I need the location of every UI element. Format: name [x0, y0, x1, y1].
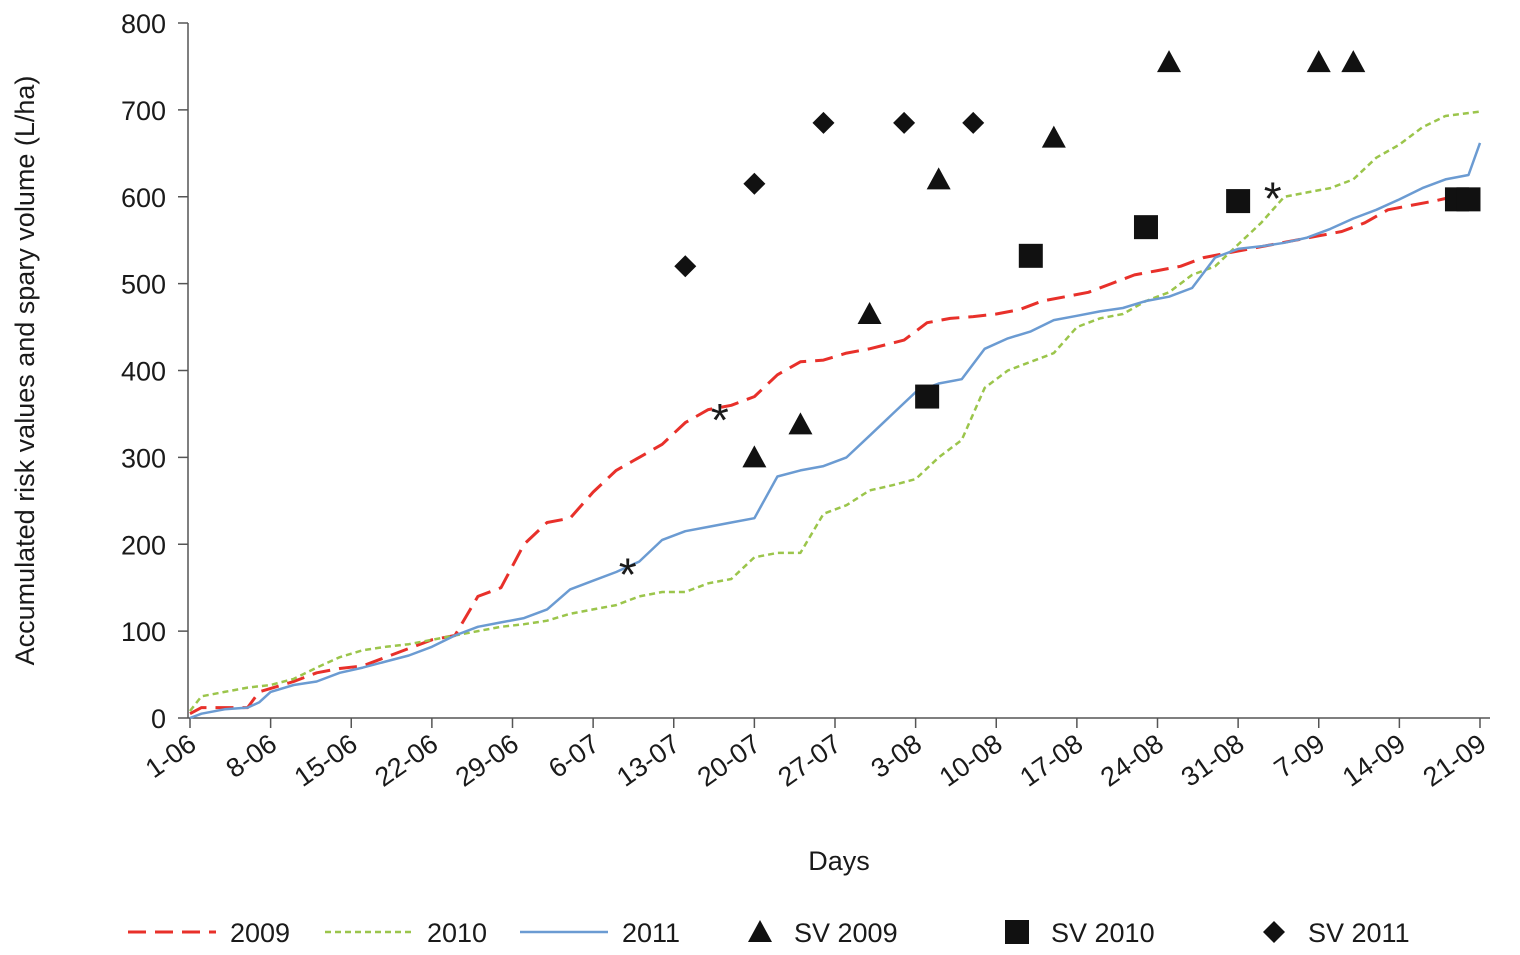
legend-label-2010: 2010	[427, 918, 487, 948]
y-tick-label: 200	[121, 530, 166, 560]
x-tick-label: 14-09	[1337, 728, 1411, 792]
chart-legend: 2009 2010 2011 SV 2009 SV 2010 SV 2011	[128, 918, 1410, 948]
series-line-2009	[189, 197, 1446, 716]
marker-sv-2011	[674, 255, 697, 278]
x-tick-label: 27-07	[773, 728, 847, 792]
chart-plot-area: * * *	[189, 50, 1482, 720]
legend-label-2011: 2011	[622, 918, 680, 948]
y-tick-label: 400	[121, 357, 166, 387]
marker-sv-2011	[893, 111, 916, 134]
y-tick-label: 500	[121, 270, 166, 300]
y-tick-label: 800	[121, 9, 166, 39]
x-tick-label: 15-06	[289, 728, 363, 792]
marker-sv-2009	[1306, 50, 1331, 73]
annotation-asterisk: *	[1264, 172, 1282, 224]
y-tick-label: 0	[151, 704, 166, 734]
marker-sv-2009	[1157, 50, 1182, 73]
marker-sv-2009	[857, 302, 882, 325]
chart-axes: 0 100 200 300 400 500 600 700 800 1-06 8-06 15-06 22…	[10, 9, 1491, 876]
marker-sv-2011	[743, 172, 766, 195]
marker-sv-2009	[1341, 50, 1366, 73]
y-tick-label: 700	[121, 96, 166, 126]
x-axis-title: Days	[808, 846, 870, 876]
legend-label-sv-2011: SV 2011	[1308, 918, 1410, 948]
x-tick-label: 7-09	[1269, 728, 1330, 784]
x-tick-label: 3-08	[866, 728, 927, 784]
x-tick-label: 31-08	[1176, 728, 1250, 792]
y-tick-label: 100	[121, 617, 166, 647]
marker-sv-2009	[926, 167, 951, 190]
y-axis-title: Accumulated risk values and spary volume…	[10, 76, 40, 666]
series-line-2011	[189, 142, 1482, 720]
annotation-asterisk: *	[711, 394, 729, 446]
marker-sv-2010	[1226, 189, 1251, 214]
x-tick-label: 10-08	[934, 728, 1008, 792]
y-tick-label: 300	[121, 443, 166, 473]
marker-sv-2011	[962, 111, 985, 134]
marker-sv-2011	[812, 111, 835, 134]
y-tick-label: 600	[121, 183, 166, 213]
x-tick-label: 17-08	[1015, 728, 1089, 792]
legend-label-2009: 2009	[230, 918, 290, 948]
legend-swatch-sv-2011	[1263, 921, 1285, 943]
legend-swatch-sv-2010	[1005, 920, 1029, 944]
marker-sv-2009	[788, 412, 813, 435]
marker-sv-2009	[742, 445, 767, 468]
marker-sv-2010	[915, 384, 940, 409]
annotation-asterisk: *	[619, 549, 637, 601]
marker-sv-2010	[1133, 215, 1158, 240]
x-tick-label: 8-06	[221, 728, 282, 784]
x-tick-label: 6-07	[543, 728, 604, 784]
marker-sv-2010	[1456, 187, 1481, 212]
x-tick-label: 24-08	[1095, 728, 1169, 792]
legend-label-sv-2010: SV 2010	[1051, 918, 1155, 948]
legend-swatch-sv-2009	[748, 920, 772, 942]
x-tick-label: 1-06	[140, 728, 201, 784]
x-tick-label: 20-07	[692, 728, 766, 792]
x-tick-label: 22-06	[370, 728, 444, 792]
marker-sv-2010	[1018, 243, 1043, 268]
x-tick-label: 21-09	[1418, 728, 1492, 792]
series-line-2010	[189, 110, 1481, 712]
x-tick-label: 29-06	[450, 728, 524, 792]
x-tick-label: 13-07	[611, 728, 685, 792]
legend-label-sv-2009: SV 2009	[794, 918, 898, 948]
marker-sv-2009	[1041, 125, 1066, 148]
